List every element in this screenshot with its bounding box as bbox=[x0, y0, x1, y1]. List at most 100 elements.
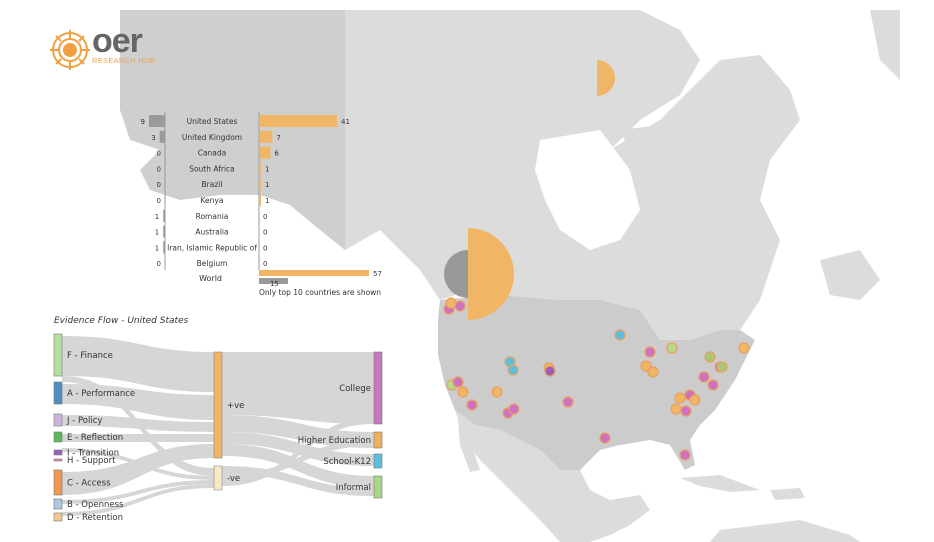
sankey-middle-node[interactable] bbox=[213, 465, 223, 491]
location-dot[interactable] bbox=[562, 396, 574, 408]
location-dot[interactable] bbox=[614, 329, 626, 341]
location-dot[interactable] bbox=[704, 351, 716, 363]
sankey-source-node[interactable] bbox=[53, 512, 63, 522]
sankey-source-node[interactable] bbox=[53, 458, 63, 462]
location-dot[interactable] bbox=[599, 432, 611, 444]
sankey-source-node[interactable] bbox=[53, 498, 63, 510]
country-label[interactable]: United Kingdom bbox=[182, 133, 242, 142]
greenland-landmass bbox=[560, 10, 700, 150]
hudson-bay bbox=[535, 130, 640, 250]
country-label[interactable]: South Africa bbox=[189, 164, 235, 173]
flow-link[interactable] bbox=[62, 448, 214, 480]
location-dot[interactable] bbox=[716, 361, 728, 373]
bar-orange-value: 1 bbox=[265, 165, 269, 173]
bar-orange[interactable] bbox=[259, 115, 337, 127]
location-dot[interactable] bbox=[466, 399, 478, 411]
location-dot[interactable] bbox=[491, 386, 503, 398]
bar-orange[interactable] bbox=[259, 194, 261, 206]
us-marker-grey[interactable] bbox=[444, 250, 468, 298]
location-dot[interactable] bbox=[674, 392, 686, 404]
united-states-landmass bbox=[438, 295, 755, 470]
flow-link[interactable] bbox=[62, 444, 214, 495]
location-dot[interactable] bbox=[698, 371, 710, 383]
flow-link[interactable] bbox=[62, 384, 214, 420]
world-bar-orange[interactable] bbox=[259, 270, 369, 276]
location-dot[interactable] bbox=[666, 342, 678, 354]
canada-marker-orange[interactable] bbox=[597, 60, 615, 96]
flow-link[interactable] bbox=[62, 434, 214, 442]
location-dot[interactable] bbox=[680, 405, 692, 417]
flow-link[interactable] bbox=[222, 418, 374, 486]
world-value-orange: 57 bbox=[373, 270, 382, 278]
flow-link[interactable] bbox=[222, 352, 374, 424]
sankey-target-node[interactable] bbox=[373, 351, 383, 425]
bar-grey[interactable] bbox=[149, 115, 165, 127]
sankey-target-node[interactable] bbox=[373, 475, 383, 499]
location-dot[interactable] bbox=[689, 394, 701, 406]
location-dot[interactable] bbox=[640, 360, 652, 372]
country-label[interactable]: Canada bbox=[198, 149, 227, 158]
sankey-target-node[interactable] bbox=[373, 453, 383, 469]
bar-orange-value: 1 bbox=[265, 181, 269, 189]
chart-note: Only top 10 countries are shown bbox=[259, 288, 381, 297]
bar-grey[interactable] bbox=[159, 130, 165, 143]
location-dot[interactable] bbox=[670, 403, 682, 415]
country-label[interactable]: United States bbox=[187, 117, 238, 126]
flow-link[interactable] bbox=[222, 415, 374, 448]
bar-grey-value: 0 bbox=[157, 197, 161, 205]
sankey-source-label: F - Finance bbox=[67, 351, 113, 361]
bar-grey-value: 9 bbox=[141, 118, 145, 126]
sankey-source-node[interactable] bbox=[53, 469, 63, 496]
location-dot[interactable] bbox=[544, 365, 556, 377]
us-marker-orange[interactable] bbox=[468, 228, 514, 320]
sankey-title: Evidence Flow - United States bbox=[54, 316, 189, 326]
flow-link[interactable] bbox=[222, 444, 374, 488]
location-dot[interactable] bbox=[445, 297, 457, 309]
flow-link[interactable] bbox=[222, 440, 374, 480]
country-label[interactable]: Kenya bbox=[201, 196, 224, 205]
country-label[interactable]: Australia bbox=[195, 228, 228, 237]
flow-link[interactable] bbox=[62, 480, 214, 504]
bar-orange[interactable] bbox=[259, 178, 261, 191]
country-label[interactable]: Brazil bbox=[202, 180, 223, 189]
sankey-middle-node[interactable] bbox=[213, 351, 223, 459]
location-dot[interactable] bbox=[679, 449, 691, 461]
sankey-source-node[interactable] bbox=[53, 381, 63, 405]
location-dot[interactable] bbox=[647, 366, 659, 378]
bar-orange[interactable] bbox=[259, 146, 271, 159]
sankey-target-node[interactable] bbox=[373, 431, 383, 449]
bar-grey[interactable] bbox=[163, 209, 165, 222]
sankey-source-node[interactable] bbox=[53, 449, 63, 456]
bar-grey[interactable] bbox=[163, 225, 165, 238]
country-label[interactable]: Belgium bbox=[197, 259, 228, 268]
flow-link[interactable] bbox=[222, 432, 374, 466]
location-dot[interactable] bbox=[452, 376, 464, 388]
country-label[interactable]: Romania bbox=[196, 212, 229, 221]
sankey-target-label: College bbox=[339, 384, 371, 394]
flow-link[interactable] bbox=[62, 484, 214, 516]
sankey-source-node[interactable] bbox=[53, 431, 63, 443]
sankey-source-label: C - Access bbox=[67, 479, 111, 489]
sankey-source-node[interactable] bbox=[53, 333, 63, 377]
baffin-island bbox=[620, 125, 690, 190]
location-dot[interactable] bbox=[507, 364, 519, 376]
location-dot[interactable] bbox=[644, 346, 656, 358]
world-bar-grey[interactable] bbox=[259, 278, 288, 284]
bar-grey-value: 1 bbox=[155, 213, 159, 221]
cuba-island bbox=[680, 475, 760, 492]
sankey-source-label: H - Support bbox=[67, 456, 116, 466]
country-label[interactable]: Iran, Islamic Republic of bbox=[167, 243, 257, 252]
flow-link[interactable] bbox=[62, 336, 214, 392]
bar-orange[interactable] bbox=[259, 130, 273, 143]
location-dot[interactable] bbox=[738, 342, 750, 354]
east-land bbox=[870, 10, 900, 80]
bar-grey[interactable] bbox=[163, 241, 165, 254]
location-dot[interactable] bbox=[508, 403, 520, 415]
location-dot[interactable] bbox=[707, 379, 719, 391]
location-dot[interactable] bbox=[457, 386, 469, 398]
sankey-source-label: I - Transition bbox=[67, 449, 119, 459]
sankey-source-node[interactable] bbox=[53, 413, 63, 427]
bar-orange[interactable] bbox=[259, 162, 261, 175]
flow-link[interactable] bbox=[62, 376, 214, 476]
